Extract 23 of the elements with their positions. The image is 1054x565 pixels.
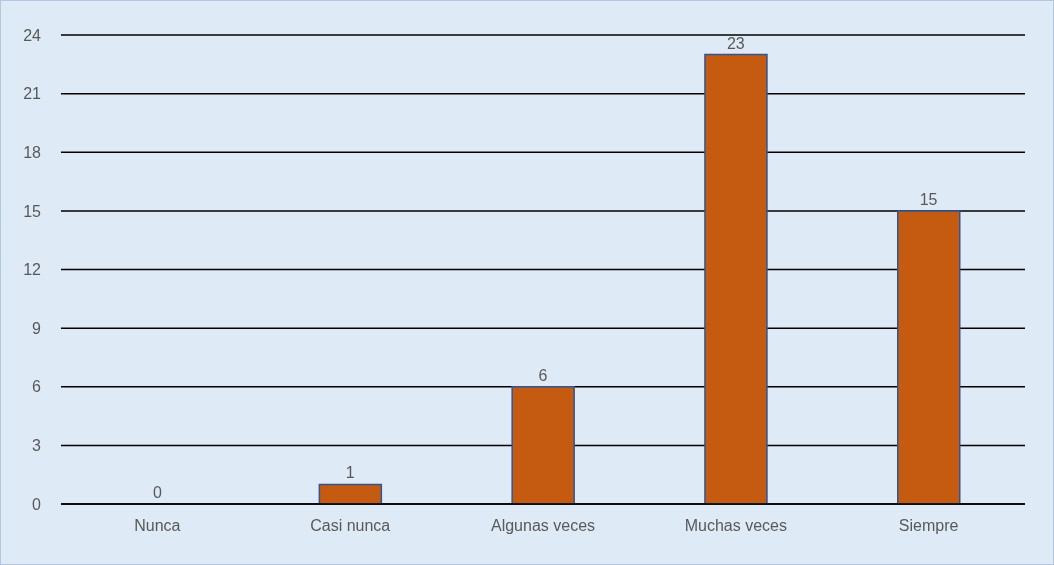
y-tick-label: 24: [23, 26, 42, 44]
bar: [704, 53, 768, 504]
data-label: 23: [726, 34, 745, 52]
data-label: 1: [345, 464, 355, 482]
x-tick-label: Casi nunca: [310, 517, 391, 535]
data-label: 15: [919, 190, 938, 208]
y-tick-label: 0: [32, 495, 42, 513]
x-tick-label: Muchas veces: [684, 517, 787, 535]
bar: [511, 386, 575, 504]
data-label: 6: [538, 366, 548, 384]
y-tick-label: 12: [23, 261, 42, 279]
x-tick-label: Siempre: [898, 517, 959, 535]
x-tick-label: Algunas veces: [490, 517, 596, 535]
y-tick-label: 9: [32, 319, 42, 337]
y-tick-label: 6: [32, 378, 42, 396]
y-tick-label: 15: [23, 202, 42, 220]
y-tick-label: 3: [32, 437, 42, 455]
bar: [318, 483, 383, 504]
y-tick-label: 21: [23, 85, 42, 103]
bar: [897, 210, 961, 504]
x-tick-label: Nunca: [134, 517, 181, 535]
data-label: 0: [152, 484, 162, 501]
y-tick-label: 18: [23, 143, 42, 161]
